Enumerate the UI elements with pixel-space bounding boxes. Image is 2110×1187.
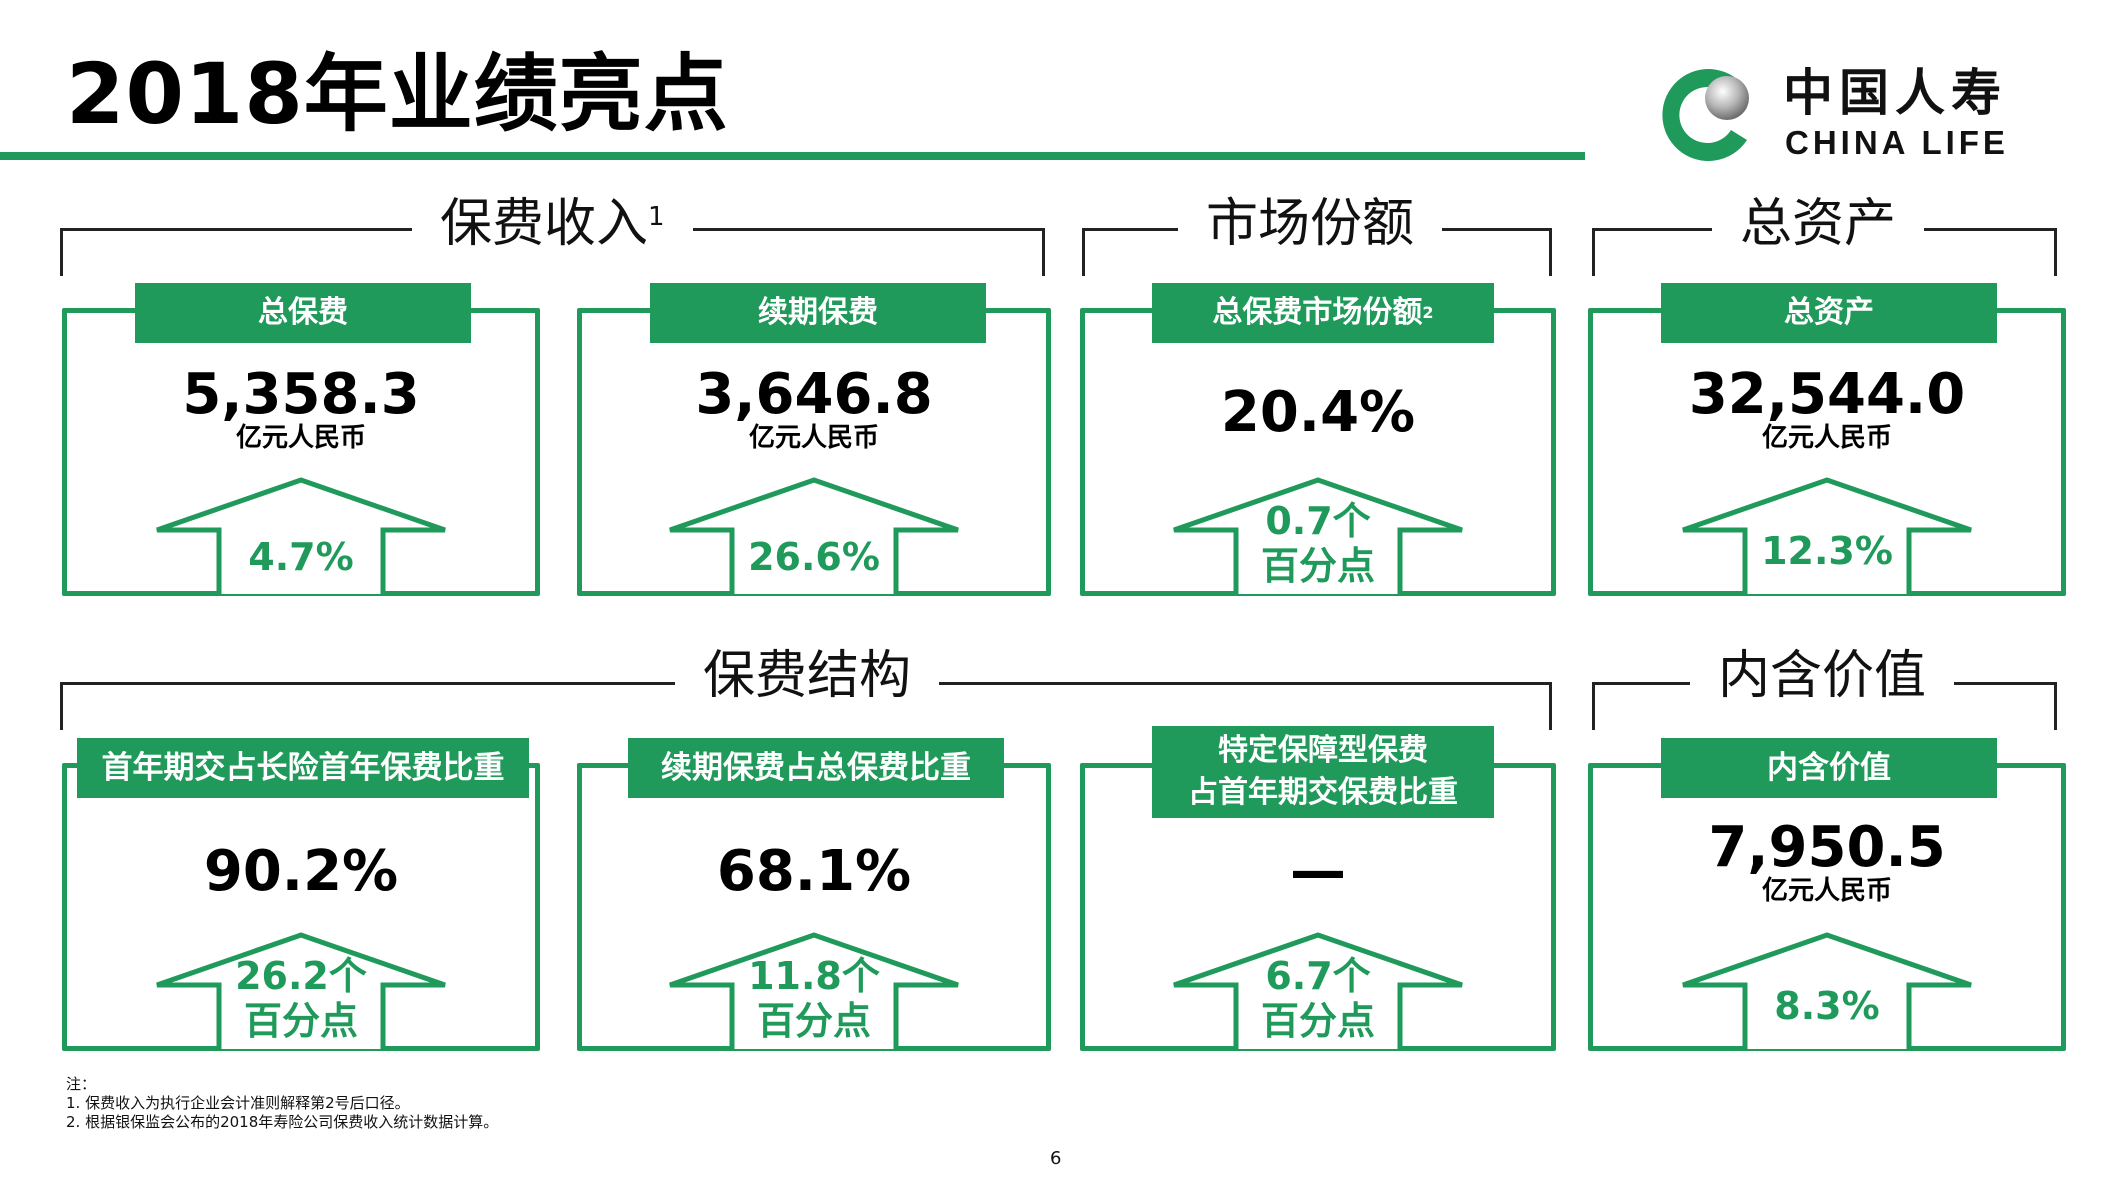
up-arrow-icon (1085, 476, 1551, 596)
card-protection-ratio: 特定保障型保费 占首年期交保费比重 — 6.7个 百分点 (1080, 726, 1556, 1051)
logo-chinese-text: 中国人寿 (1783, 64, 2007, 122)
card-label: 总资产 (1661, 283, 1997, 343)
unit: 亿元人民币 (235, 423, 366, 453)
logo-english-text: CHINA LIFE (1785, 124, 2009, 161)
growth-unit: 百分点 (1260, 543, 1375, 588)
growth-rate: 8.3% (1774, 984, 1880, 1028)
up-arrow-icon (67, 476, 535, 596)
value: 20.4% (1220, 380, 1416, 445)
title-divider (0, 152, 1585, 160)
group-title-premium-income: 保费收入1 (412, 198, 693, 250)
group-title-total-assets: 总资产 (1712, 198, 1925, 250)
footnote-2: 2. 根据银保监会公布的2018年寿险公司保费收入统计数据计算。 (66, 1113, 499, 1131)
growth-value: 0.7个 (1265, 499, 1371, 543)
growth-change: 26.2个 百分点 (67, 954, 535, 1044)
growth-unit: 百分点 (243, 998, 358, 1043)
up-arrow-icon (582, 476, 1046, 596)
card-renewal-ratio: 续期保费占总保费比重 68.1% 11.8个 百分点 (577, 738, 1051, 1051)
growth-change: 11.8个 百分点 (582, 954, 1046, 1044)
value: 90.2% (203, 839, 399, 904)
unit: 亿元人民币 (1761, 876, 1892, 906)
growth-rate: 12.3% (1761, 529, 1893, 573)
card-label: 总保费市场份额2 (1152, 283, 1494, 343)
card-label: 总保费 (135, 283, 471, 343)
up-arrow-icon (1593, 476, 2061, 596)
value: 7,950.5 (1708, 815, 1946, 880)
group-title-embedded-value: 内含价值 (1690, 650, 1955, 702)
card-label: 特定保障型保费 占首年期交保费比重 (1152, 726, 1494, 818)
growth-rate: 26.6% (748, 535, 880, 579)
unit: 亿元人民币 (748, 423, 879, 453)
card-total-assets: 总资产 32,544.0 亿元人民币 12.3% (1588, 283, 2066, 596)
card-first-year-ratio: 首年期交占长险首年保费比重 90.2% 26.2个 百分点 (62, 738, 540, 1051)
china-life-logo: 中国人寿 CHINA LIFE (1655, 60, 2055, 170)
growth-unit: 百分点 (1260, 998, 1375, 1043)
growth-value: 26.2个 (235, 954, 367, 998)
page-number: 6 (1050, 1148, 1062, 1169)
value: 32,544.0 (1688, 362, 1966, 427)
footnote-1: 1. 保费收入为执行企业会计准则解释第2号后口径。 (66, 1094, 410, 1112)
card-label: 续期保费 (650, 283, 986, 343)
growth-value: 11.8个 (748, 954, 880, 998)
card-renewal-premium: 续期保费 3,646.8 亿元人民币 26.6% (577, 283, 1051, 596)
growth-rate: 4.7% (248, 535, 354, 579)
group-title-premium-structure: 保费结构 (675, 650, 940, 702)
footnotes: 注： 1. 保费收入为执行企业会计准则解释第2号后口径。 2. 根据银保监会公布… (66, 1075, 498, 1132)
group-title-market-share: 市场份额 (1178, 198, 1443, 250)
growth-change: 0.7个 百分点 (1085, 499, 1551, 589)
footnote-heading: 注： (66, 1075, 97, 1093)
china-life-emblem-icon (1662, 69, 1749, 161)
up-arrow-icon (1593, 931, 2061, 1051)
up-arrow-icon (582, 931, 1046, 1051)
value: — (1290, 839, 1346, 904)
card-embedded-value: 内含价值 7,950.5 亿元人民币 8.3% (1588, 738, 2066, 1051)
card-label: 首年期交占长险首年保费比重 (77, 738, 529, 798)
card-label: 内含价值 (1661, 738, 1997, 798)
page-title: 2018年业绩亮点 (66, 45, 729, 143)
card-market-share: 总保费市场份额2 20.4% 0.7个 百分点 (1080, 283, 1556, 596)
growth-change: 6.7个 百分点 (1085, 954, 1551, 1044)
up-arrow-icon (67, 931, 535, 1051)
up-arrow-icon (1085, 931, 1551, 1051)
growth-value: 6.7个 (1265, 954, 1371, 998)
value: 68.1% (716, 839, 912, 904)
card-total-premium: 总保费 5,358.3 亿元人民币 4.7% (62, 283, 540, 596)
growth-unit: 百分点 (756, 998, 871, 1043)
unit: 亿元人民币 (1761, 423, 1892, 453)
value: 5,358.3 (182, 362, 420, 427)
value: 3,646.8 (695, 362, 933, 427)
card-label: 续期保费占总保费比重 (628, 738, 1004, 798)
